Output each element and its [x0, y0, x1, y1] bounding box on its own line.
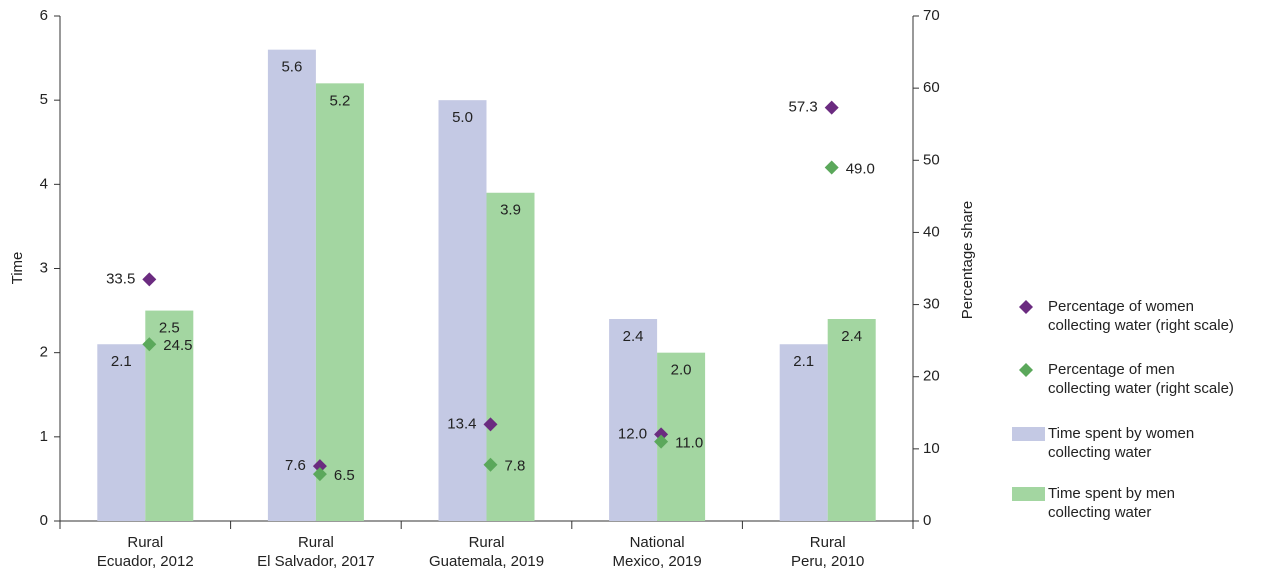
bar-value-label: 2.1 — [793, 353, 814, 370]
x-tick-label: Rural Guatemala, 2019 — [429, 534, 544, 570]
bar-value-label: 5.6 — [281, 59, 302, 76]
y2-tick-label: 60 — [923, 79, 940, 96]
bar-value-label: 2.0 — [671, 362, 692, 379]
legend-marker — [1019, 300, 1033, 314]
y-tick-label: 6 — [40, 7, 48, 24]
bar-value-label: 5.2 — [329, 92, 350, 109]
y-axis-title: Time — [9, 252, 26, 285]
y-tick-label: 1 — [40, 428, 48, 445]
bar-value-label: 5.0 — [452, 109, 473, 126]
y2-tick-label: 20 — [923, 368, 940, 385]
x-tick-label: Rural Peru, 2010 — [791, 534, 864, 570]
legend-label: Percentage of women collecting water (rig… — [1048, 298, 1234, 334]
y-tick-label: 2 — [40, 344, 48, 361]
legend-marker — [1019, 363, 1033, 377]
legend-label: Time spent by women collecting water — [1048, 425, 1194, 461]
point-value-label: 7.6 — [285, 457, 306, 474]
y-tick-label: 3 — [40, 259, 48, 276]
diamond-marker — [142, 337, 157, 352]
point-value-label: 12.0 — [618, 425, 647, 442]
bar-value-label: 2.4 — [841, 328, 862, 345]
x-tick-label: Rural Ecuador, 2012 — [97, 534, 194, 570]
y2-tick-label: 30 — [923, 296, 940, 313]
y-tick-label: 5 — [40, 91, 48, 108]
point-value-label: 11.0 — [675, 435, 703, 452]
y2-tick-label: 70 — [923, 7, 940, 24]
legend-label: Percentage of men collecting water (right… — [1048, 361, 1234, 397]
bar — [609, 319, 658, 521]
diamond-marker — [483, 417, 498, 432]
bar-value-label: 3.9 — [500, 202, 521, 219]
legend-label: Time spent by men collecting water — [1048, 485, 1175, 521]
diamond-marker — [312, 467, 327, 482]
diamond-marker — [824, 100, 839, 115]
bar-value-label: 2.1 — [111, 353, 132, 370]
bar — [267, 49, 316, 522]
diamond-marker — [824, 160, 839, 175]
point-value-label: 33.5 — [106, 270, 135, 287]
diamond-marker — [312, 459, 327, 474]
point-value-label: 24.5 — [163, 337, 192, 354]
diamond-marker — [483, 457, 498, 472]
legend-swatch — [1012, 427, 1045, 441]
legend-swatch — [1012, 487, 1045, 501]
bar — [827, 319, 876, 521]
bar — [779, 344, 828, 521]
x-tick-label: Rural El Salvador, 2017 — [257, 534, 375, 570]
y2-tick-label: 50 — [923, 151, 940, 168]
point-value-label: 57.3 — [788, 99, 817, 116]
y2-axis-title: Percentage share — [959, 201, 976, 319]
y-tick-label: 0 — [40, 512, 48, 529]
y2-tick-label: 0 — [923, 512, 931, 529]
point-value-label: 6.5 — [334, 467, 355, 484]
y2-tick-label: 10 — [923, 440, 940, 457]
point-value-label: 7.8 — [505, 458, 526, 475]
bar — [97, 344, 146, 521]
y2-tick-label: 40 — [923, 223, 940, 240]
diamond-marker — [654, 427, 669, 442]
bar-value-label: 2.4 — [623, 328, 644, 345]
diamond-marker — [142, 272, 157, 287]
bar — [438, 100, 487, 522]
point-value-label: 49.0 — [846, 160, 875, 177]
diamond-marker — [654, 434, 669, 449]
bar — [315, 83, 364, 521]
bar-value-label: 2.5 — [159, 320, 180, 337]
y-tick-label: 4 — [40, 175, 48, 192]
point-value-label: 13.4 — [447, 415, 476, 432]
x-tick-label: National Mexico, 2019 — [612, 534, 701, 570]
